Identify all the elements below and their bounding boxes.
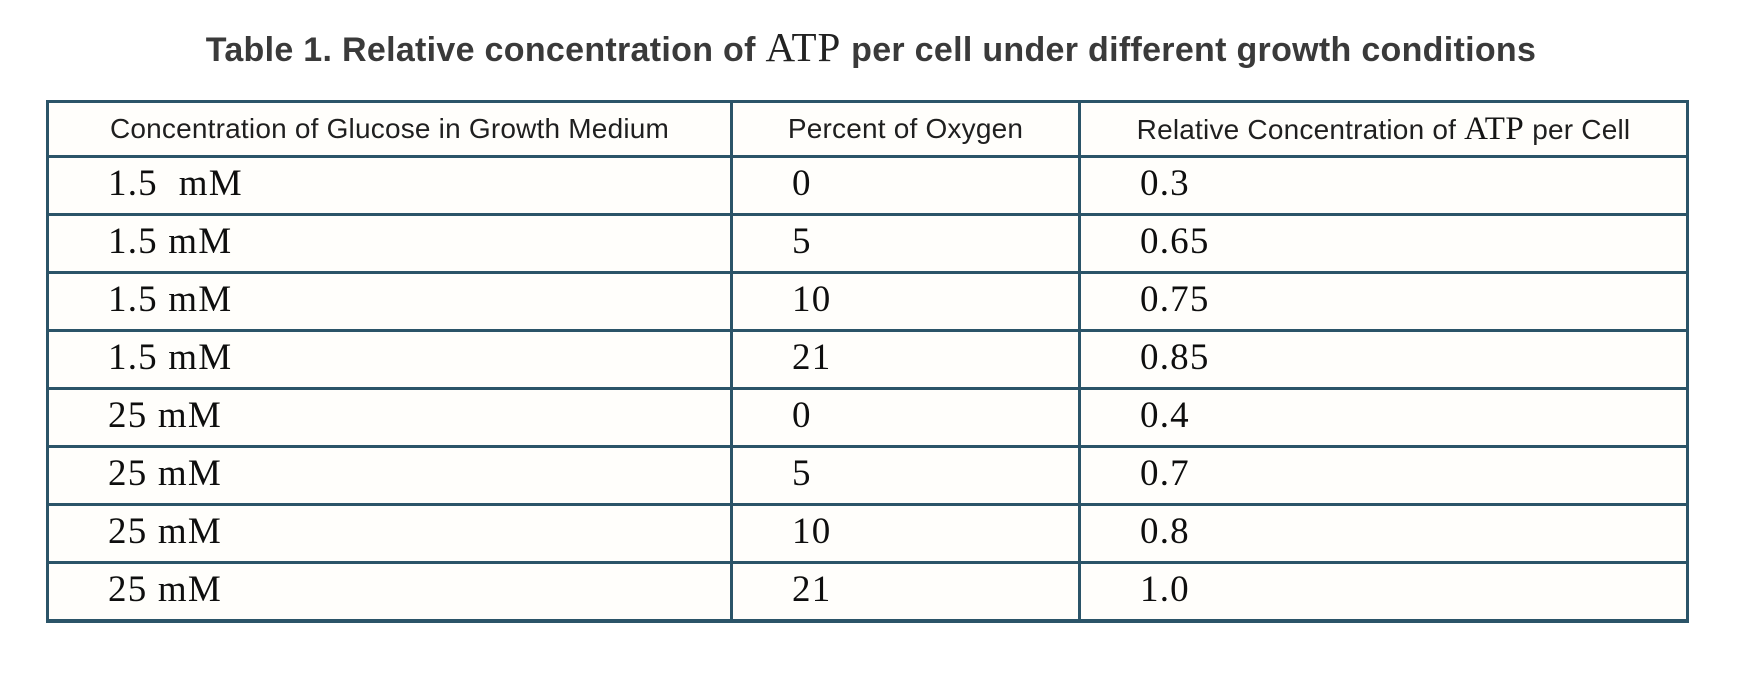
cell-glucose: 1.5 mM (46, 271, 733, 332)
cell-glucose: 1.5 mM (46, 329, 733, 390)
table-row: 25 mM 21 1.0 (46, 561, 1689, 622)
cell-oxygen: 21 (730, 329, 1081, 390)
table-row: 25 mM 10 0.8 (46, 503, 1689, 564)
cell-oxygen: 10 (730, 503, 1081, 564)
col-header-glucose: Concentration of Glucose in Growth Mediu… (46, 100, 733, 158)
cell-oxygen: 5 (730, 445, 1081, 506)
col-header-atp-suffix: per Cell (1524, 113, 1631, 145)
col-header-oxygen-label: Percent of Oxygen (787, 113, 1024, 144)
cell-atp: 0.8 (1078, 503, 1689, 564)
page-title: Table 1. Relative concentration of ATP p… (0, 0, 1742, 76)
cell-atp: 0.85 (1078, 329, 1689, 390)
cell-glucose: 25 mM (46, 561, 733, 622)
cell-oxygen: 10 (730, 271, 1081, 332)
cell-oxygen: 0 (730, 387, 1081, 448)
cell-glucose: 1.5 mM (46, 213, 733, 274)
col-header-atp-prefix: Relative Concentration of (1136, 113, 1465, 145)
cell-glucose: 25 mM (46, 445, 733, 506)
cell-atp: 1.0 (1078, 561, 1689, 622)
title-atp-text: ATP (765, 24, 842, 70)
cell-oxygen: 21 (730, 561, 1081, 622)
cell-glucose: 1.5 mM (46, 155, 733, 216)
cell-atp: 0.4 (1078, 387, 1689, 448)
cell-atp: 0.75 (1078, 271, 1689, 332)
table-row: 1.5 mM 0 0.3 (46, 155, 1689, 216)
col-header-oxygen: Percent of Oxygen (730, 100, 1081, 158)
table-body: 1.5 mM 0 0.3 1.5 mM 5 0.65 1.5 mM 10 0.7… (46, 155, 1689, 622)
cell-glucose: 25 mM (46, 503, 733, 564)
col-header-atp: Relative Concentration of ATP per Cell (1078, 100, 1689, 158)
col-header-atp-text: ATP (1464, 110, 1525, 147)
col-header-glucose-label: Concentration of Glucose in Growth Mediu… (109, 113, 670, 144)
cell-oxygen: 0 (730, 155, 1081, 216)
data-table: Concentration of Glucose in Growth Mediu… (46, 100, 1689, 623)
table-row: 25 mM 0 0.4 (46, 387, 1689, 448)
cell-atp: 0.3 (1078, 155, 1689, 216)
cell-atp: 0.7 (1078, 445, 1689, 506)
table-row: 1.5 mM 5 0.65 (46, 213, 1689, 274)
title-suffix: per cell under different growth conditio… (841, 31, 1537, 69)
title-prefix: Table 1. Relative concentration of (205, 31, 766, 69)
cell-glucose: 25 mM (46, 387, 733, 448)
table-row: 1.5 mM 10 0.75 (46, 271, 1689, 332)
table-header: Concentration of Glucose in Growth Mediu… (46, 100, 1689, 158)
cell-oxygen: 5 (730, 213, 1081, 274)
table-row: 25 mM 5 0.7 (46, 445, 1689, 506)
cell-atp: 0.65 (1078, 213, 1689, 274)
header-row: Concentration of Glucose in Growth Mediu… (46, 100, 1689, 158)
table-row: 1.5 mM 21 0.85 (46, 329, 1689, 390)
